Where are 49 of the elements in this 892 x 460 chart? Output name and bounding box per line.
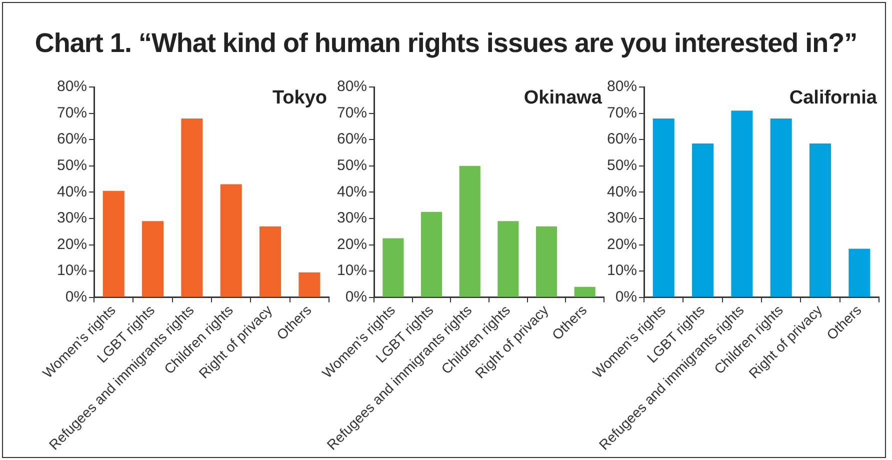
- bar: [498, 221, 519, 297]
- y-tick-label: 40%: [56, 183, 88, 200]
- y-tick-label: 80%: [336, 78, 368, 96]
- bar: [420, 212, 442, 297]
- bar: [770, 118, 792, 297]
- y-tick-label: 10%: [336, 262, 368, 280]
- bar: [731, 110, 753, 297]
- bar: [102, 190, 124, 297]
- bar: [382, 238, 404, 297]
- chart-title: Tokyo: [272, 88, 327, 109]
- y-tick-label: 30%: [336, 210, 368, 227]
- bar: [142, 221, 164, 297]
- y-tick-label: 10%: [56, 262, 88, 280]
- bar: [574, 286, 596, 297]
- y-tick-label: 70%: [336, 104, 368, 122]
- y-tick-label: 50%: [606, 157, 638, 174]
- y-tick-label: 0%: [65, 288, 88, 306]
- y-tick-label: 30%: [56, 210, 88, 227]
- y-tick-label: 80%: [606, 78, 638, 96]
- chart-title: Okinawa: [524, 88, 602, 109]
- y-tick-label: 40%: [606, 183, 638, 200]
- bar: [459, 166, 480, 297]
- y-tick-label: 60%: [56, 130, 88, 148]
- bar: [181, 118, 203, 297]
- y-tick-label: 20%: [336, 236, 368, 253]
- y-tick-label: 0%: [345, 288, 368, 306]
- bar: [652, 118, 674, 297]
- bar: [536, 226, 558, 297]
- y-tick-label: 30%: [606, 210, 638, 227]
- y-tick-label: 60%: [336, 130, 368, 148]
- bar: [848, 248, 870, 297]
- bar: [692, 144, 714, 297]
- y-tick-label: 60%: [606, 130, 638, 148]
- y-tick-label: 70%: [606, 104, 638, 122]
- bar: [298, 272, 320, 297]
- y-tick-label: 80%: [56, 78, 88, 96]
- y-tick-label: 0%: [615, 288, 638, 306]
- bar: [220, 184, 242, 297]
- bar: [259, 226, 282, 297]
- bar: [809, 144, 832, 297]
- y-tick-label: 20%: [606, 236, 638, 253]
- y-tick-label: 50%: [336, 157, 368, 174]
- y-tick-label: 20%: [56, 236, 88, 253]
- y-tick-label: 40%: [336, 183, 368, 200]
- y-tick-label: 10%: [606, 262, 638, 280]
- caption: Chart 1. “What kind of human rights issues are you interested in?”: [34, 28, 858, 59]
- y-tick-label: 50%: [56, 157, 88, 174]
- y-tick-label: 70%: [56, 104, 88, 122]
- chart-title: California: [789, 88, 878, 109]
